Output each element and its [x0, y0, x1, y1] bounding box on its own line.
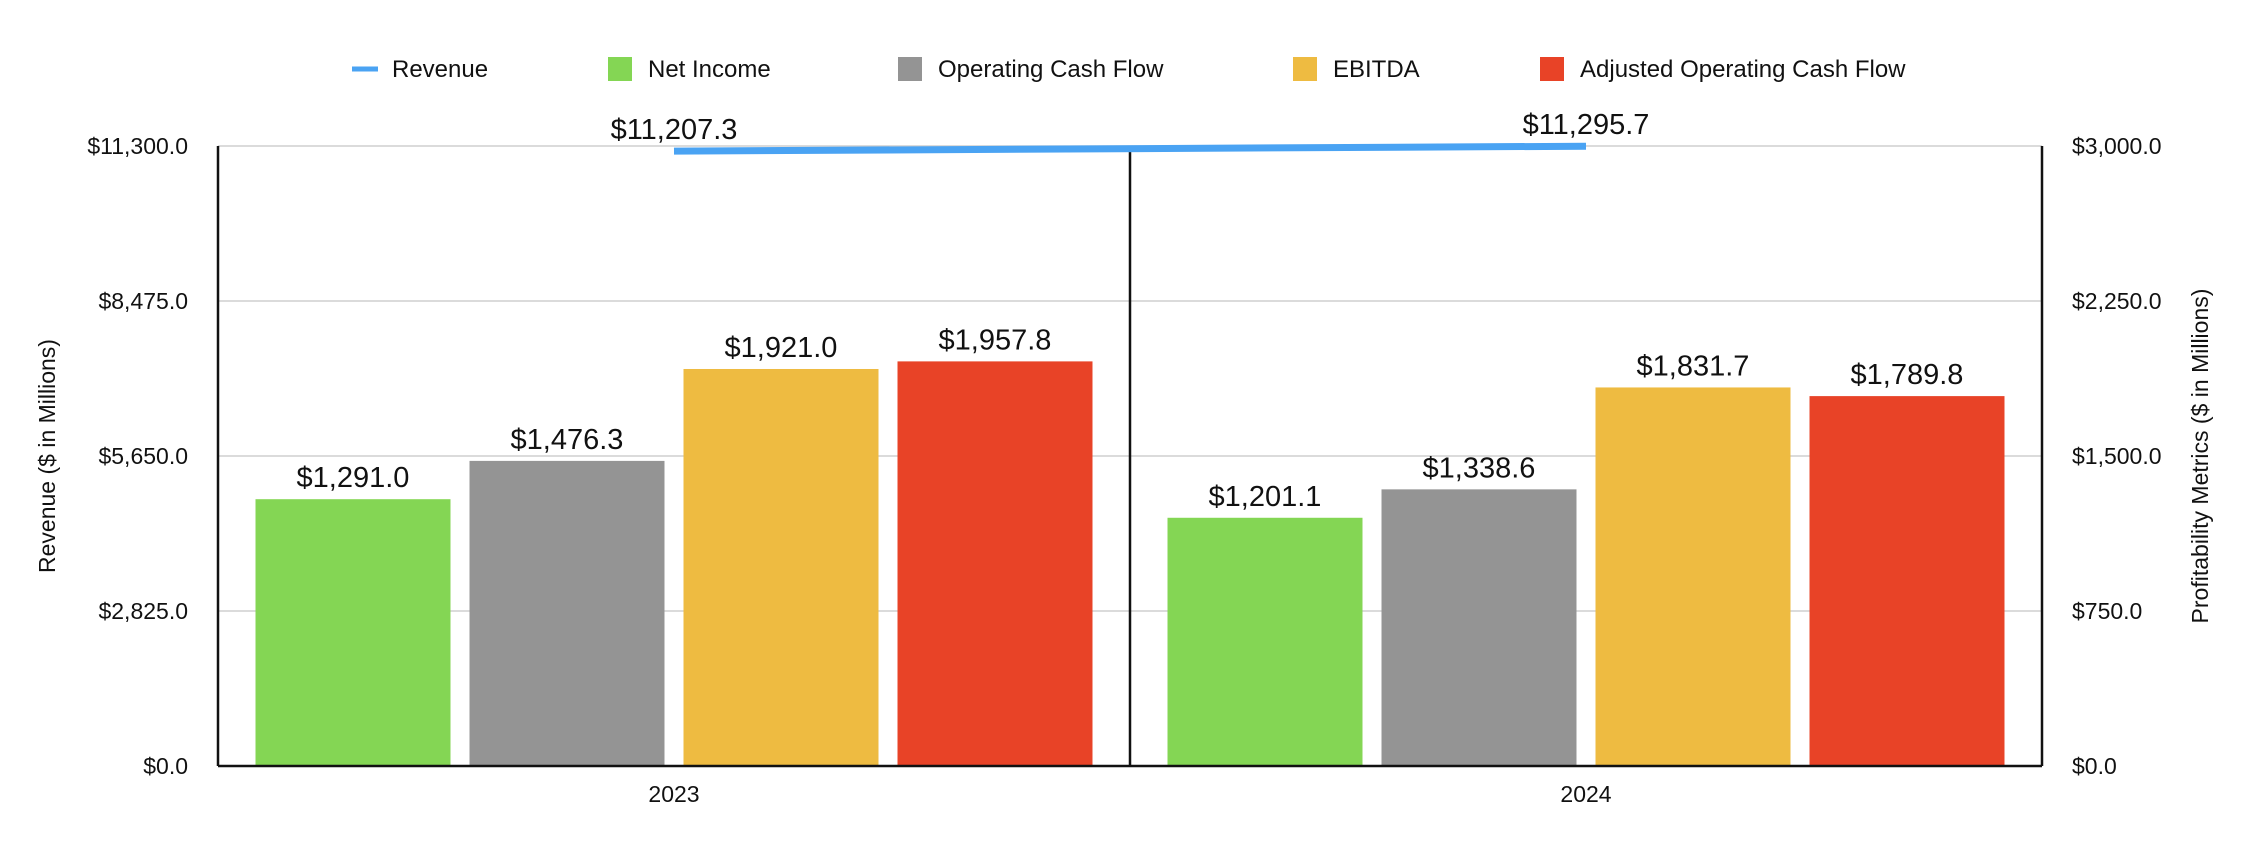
legend-swatch: [608, 57, 632, 81]
legend: Revenue Net Income Operating Cash Flow EBIT…: [352, 56, 1906, 83]
legend-label: Net Income: [648, 56, 771, 83]
legend-label: Adjusted Operating Cash Flow: [1580, 56, 1906, 83]
bar-data-label: $1,201.1: [1209, 481, 1322, 513]
category-label: 2023: [648, 781, 699, 807]
left-axis-title: Revenue ($ in Millions): [34, 339, 60, 573]
bar-data-label: $1,789.8: [1851, 359, 1964, 391]
bar-data-label: $1,921.0: [725, 332, 838, 364]
legend-swatch: [1293, 57, 1317, 81]
bar: [683, 368, 879, 766]
right-tick-label: $750.0: [2072, 598, 2142, 624]
bar-data-label: $1,291.0: [297, 462, 410, 494]
category-label: 2024: [1560, 781, 1611, 807]
bar: [255, 499, 451, 766]
bar-data-label: $1,476.3: [511, 424, 624, 456]
bar: [1595, 387, 1791, 766]
bar-data-label: $1,831.7: [1637, 350, 1750, 382]
left-tick-label: $5,650.0: [98, 443, 188, 469]
right-tick-label: $0.0: [2072, 753, 2117, 779]
left-tick-label: $0.0: [143, 753, 188, 779]
legend-swatch: [1540, 57, 1564, 81]
bar-data-label: $1,957.8: [939, 324, 1052, 356]
bar: [1809, 396, 2005, 766]
legend-label: EBITDA: [1333, 56, 1420, 83]
revenue-line-layer: [673, 142, 1587, 155]
bar: [469, 460, 665, 766]
legend-label: Revenue: [392, 56, 488, 83]
legend-label: Operating Cash Flow: [938, 56, 1164, 83]
bar-data-label: $1,338.6: [1423, 452, 1536, 484]
labels: $1,291.0 $1,476.3 $1,921.0 $1,957.8 2023 $1,2…: [297, 109, 1964, 807]
left-tick-label: $11,300.0: [87, 133, 188, 159]
right-tick-label: $1,500.0: [2072, 443, 2162, 469]
axes: $0.0 $2,825.0 $5,650.0 $8,475.0 $11,300.0 $0.…: [34, 133, 2213, 779]
left-tick-label: $8,475.0: [98, 288, 188, 314]
left-tick-label: $2,825.0: [98, 598, 188, 624]
line-data-label: $11,207.3: [611, 114, 738, 146]
revenue-line: [673, 142, 1587, 155]
right-tick-label: $3,000.0: [2072, 133, 2162, 159]
bar: [1167, 517, 1363, 766]
bar: [897, 361, 1093, 766]
line-data-label: $11,295.7: [1523, 109, 1650, 141]
right-tick-label: $2,250.0: [2072, 288, 2162, 314]
bars: [255, 361, 2005, 766]
right-axis-title: Profitability Metrics ($ in Millions): [2187, 289, 2213, 624]
bar: [1381, 489, 1577, 766]
legend-swatch: [898, 57, 922, 81]
